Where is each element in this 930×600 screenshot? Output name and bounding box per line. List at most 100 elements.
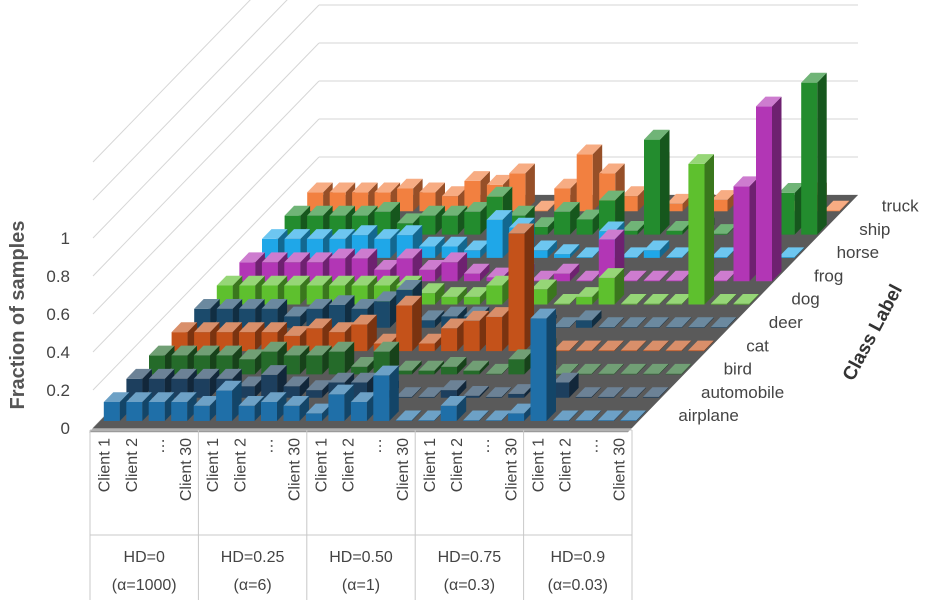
bar-side: [164, 392, 175, 421]
bar-top: [171, 345, 197, 356]
group-label: HD=0: [124, 549, 165, 566]
client-label: Client 30: [178, 438, 195, 501]
bar-dog-slot-20: [643, 294, 669, 305]
bar-top: [418, 283, 445, 294]
bar-top: [711, 224, 737, 234]
bar-top: [328, 384, 354, 395]
bar-top: [283, 326, 310, 336]
bar-side: [232, 299, 243, 328]
bar-side: [569, 410, 579, 421]
bar-deer-slot-21: [643, 317, 669, 328]
bar-top: [486, 275, 512, 286]
bar-frog-slot-5: [329, 248, 355, 282]
bar-top: [621, 270, 647, 281]
bar-top: [126, 368, 152, 379]
bar-side: [323, 229, 333, 258]
client-label: …: [368, 438, 385, 454]
bar-dog-slot-18: [598, 268, 625, 305]
bar-top: [688, 317, 714, 328]
bar-front: [329, 258, 346, 282]
bar-front: [396, 305, 413, 352]
bar-horse-slot-14: [554, 244, 580, 258]
bar-side: [142, 368, 152, 398]
bar-top: [620, 410, 646, 421]
bar-top: [666, 221, 692, 231]
bar-top: [621, 186, 648, 197]
bar-top: [441, 357, 467, 367]
bar-side: [726, 294, 737, 305]
bar-front: [576, 296, 593, 305]
bar-front: [485, 396, 502, 398]
bar-top: [329, 182, 356, 193]
bar-top: [554, 202, 580, 212]
bar-side: [435, 182, 445, 212]
bar-side: [614, 363, 624, 375]
bar-front: [418, 396, 435, 398]
bar-front: [621, 280, 638, 282]
bar-top: [283, 396, 309, 406]
bar-top: [397, 178, 423, 189]
bar-top: [374, 229, 400, 239]
bar-airplane-slot-17: [463, 410, 489, 421]
bar-top: [554, 244, 580, 255]
bar-top: [576, 310, 602, 321]
bar-front: [419, 269, 436, 282]
bar-front: [688, 327, 705, 328]
bar-top: [485, 410, 512, 421]
bar-top: [305, 403, 332, 414]
bar-cat-slot-24: [688, 340, 714, 352]
bar-top: [307, 182, 333, 193]
group-alpha-label: (α=0.03): [548, 577, 608, 594]
bar-side: [681, 363, 692, 375]
bar-side: [613, 410, 624, 421]
bar-cat-slot-4: [239, 322, 265, 352]
bar-top: [576, 247, 602, 258]
bar-side: [435, 236, 445, 258]
bar-front: [688, 350, 705, 352]
class-label-frog: frog: [814, 266, 843, 285]
bar-side: [210, 345, 220, 375]
bar-top: [508, 349, 534, 360]
bar-top: [643, 363, 669, 374]
bar-top: [575, 363, 602, 374]
bar-top: [621, 294, 647, 304]
bar-cat-slot-16: [508, 223, 534, 352]
bar-top: [778, 247, 805, 258]
bar-side: [389, 365, 399, 421]
bar-top: [148, 368, 175, 379]
bar-side: [726, 317, 737, 328]
bar-front: [306, 355, 323, 375]
bar-top: [239, 299, 265, 309]
bar-top: [395, 410, 422, 421]
bar-dog-slot-10: [418, 283, 445, 305]
bar-top: [509, 217, 535, 228]
bar-front: [553, 382, 570, 398]
bar-front: [576, 154, 593, 212]
bar-top: [126, 392, 152, 402]
bar-side: [479, 360, 489, 375]
bar-front: [621, 257, 638, 258]
bar-top: [576, 270, 602, 281]
bar-truck-slot-6: [419, 182, 445, 212]
gridline-left: [92, 0, 288, 201]
bar-top: [418, 310, 445, 321]
bar-top: [216, 322, 242, 333]
client-label: Client 2: [341, 438, 358, 492]
bar-side: [367, 275, 378, 305]
bar-top: [396, 280, 422, 290]
bar-top: [238, 396, 265, 406]
bar-front: [778, 257, 795, 258]
client-label: …: [476, 438, 493, 454]
bar-top: [351, 225, 378, 236]
bar-front: [620, 396, 637, 398]
bar-frog-slot-11: [464, 263, 490, 282]
bar-truck-slot-10: [509, 163, 535, 212]
bar-airplane-slot-22: [575, 410, 601, 421]
bar-top: [418, 333, 445, 344]
bar-top: [711, 190, 737, 200]
bar-top: [688, 154, 714, 164]
bar-top: [261, 322, 287, 333]
bar-dog-slot-22: [688, 154, 714, 305]
bar-front: [575, 396, 592, 398]
bar-side: [411, 387, 422, 398]
